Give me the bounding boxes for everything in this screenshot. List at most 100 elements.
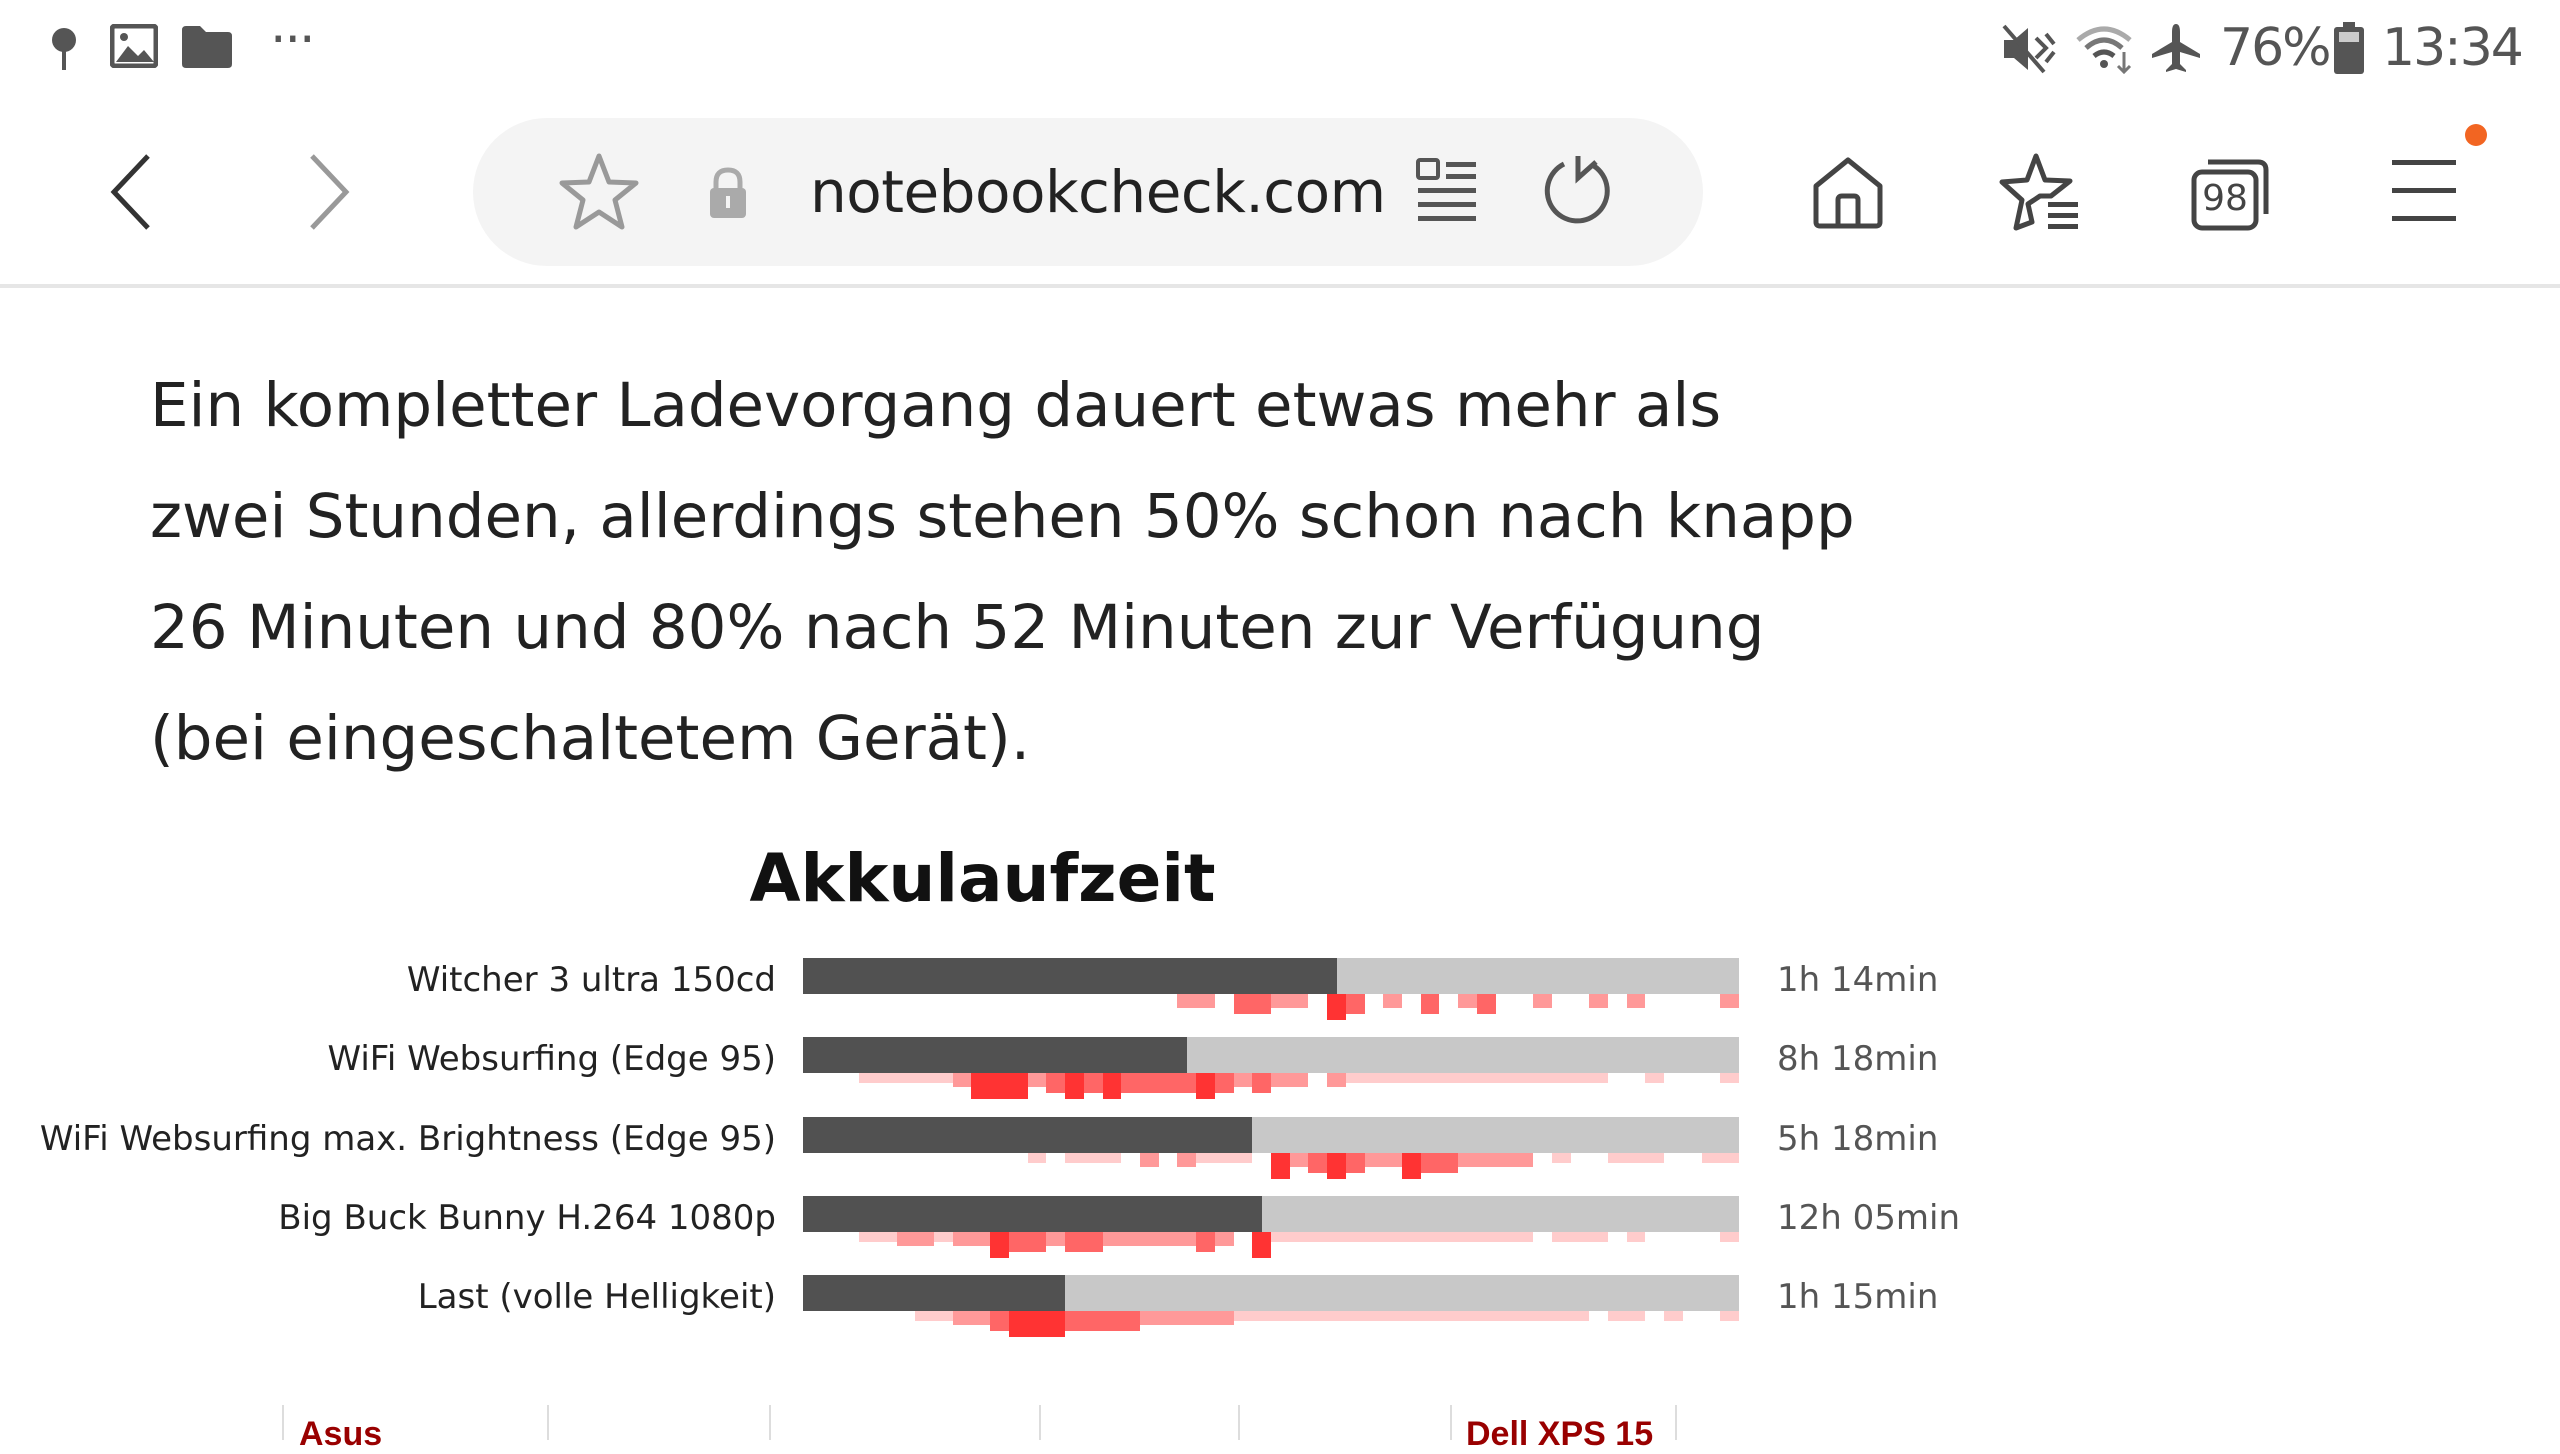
distribution-segment: [915, 1311, 953, 1321]
distribution-segment: [1046, 1073, 1066, 1093]
chart-row: Last (volle Helligkeit) 1h 15min: [0, 1275, 2000, 1347]
menu-button[interactable]: [2392, 158, 2456, 222]
lock-icon[interactable]: [706, 166, 750, 220]
distribution-segment: [1364, 1153, 1403, 1167]
wifi-icon: [2076, 26, 2132, 74]
distribution-segment: [1008, 1232, 1047, 1252]
bookmark-star-icon[interactable]: [558, 152, 640, 232]
distribution-segment: [1420, 1153, 1459, 1173]
distribution-segment: [990, 1311, 1009, 1331]
distribution-segment: [1121, 1073, 1197, 1093]
back-button[interactable]: [108, 152, 154, 232]
distribution-segment: [1233, 1311, 1590, 1321]
distribution-segment: [1701, 1153, 1739, 1163]
distribution-segment: [990, 1232, 1009, 1258]
distribution-segment: [1139, 1153, 1159, 1167]
column-divider: [1450, 1405, 1452, 1440]
distribution-segment: [1664, 1311, 1683, 1321]
distribution-segment: [1551, 1153, 1571, 1163]
bar-track: [803, 1117, 1739, 1153]
chart-row: WiFi Websurfing (Edge 95) 8h 18min: [0, 1037, 2000, 1109]
value-label: 1h 14min: [1777, 960, 1939, 1000]
column-divider: [1675, 1405, 1677, 1440]
distribution-segment: [1196, 1232, 1215, 1252]
chart-row: Witcher 3 ultra 150cd 1h 14min: [0, 958, 2000, 1030]
bar: [803, 1117, 1253, 1153]
bar: [803, 1037, 1187, 1073]
column-divider: [1238, 1405, 1240, 1440]
distribution-segment: [1383, 994, 1403, 1008]
toolbar-divider: [0, 284, 2560, 288]
distribution-segment: [1065, 1311, 1140, 1331]
article-paragraph: Ein kompletter Ladevorgang dauert etwas …: [150, 350, 2050, 794]
tab-count: 98: [2202, 178, 2248, 219]
distribution-segment: [1589, 994, 1608, 1008]
distribution-segment: [1008, 1311, 1066, 1337]
distribution-segment: [952, 1232, 991, 1246]
battery-icon: [2334, 22, 2364, 74]
distribution-segment: [1420, 994, 1440, 1014]
bar: [803, 1196, 1262, 1232]
distribution-segment: [1720, 1073, 1739, 1083]
distribution-segment: [896, 1232, 935, 1246]
distribution-segment: [1065, 1153, 1122, 1163]
reader-mode-icon[interactable]: [1416, 158, 1478, 224]
battery-percent: 76%: [2220, 18, 2332, 78]
distribution-segment: [1533, 994, 1552, 1008]
distribution-segment: [1345, 1153, 1365, 1173]
distribution-segment: [971, 1073, 1028, 1099]
paragraph-line: zwei Stunden, allerdings stehen 50% scho…: [150, 481, 1855, 552]
bookmarks-button[interactable]: [1998, 152, 2082, 232]
value-label: 8h 18min: [1777, 1039, 1939, 1079]
app-notification-icon: [52, 28, 76, 70]
distribution-segment: [934, 1232, 953, 1242]
notification-dot: [2465, 124, 2487, 146]
distribution-segment: [1551, 1232, 1608, 1242]
clock: 13:34: [2382, 18, 2524, 78]
distribution-segment: [1626, 1232, 1646, 1242]
distribution-segment: [1271, 1232, 1534, 1242]
category-label: WiFi Websurfing max. Brightness (Edge 95…: [39, 1119, 776, 1159]
value-label: 12h 05min: [1777, 1198, 1960, 1238]
address-bar[interactable]: [473, 118, 1703, 266]
category-label: WiFi Websurfing (Edge 95): [327, 1039, 776, 1079]
distribution-segment: [952, 1311, 991, 1325]
distribution-segment: [1607, 1311, 1646, 1321]
tabs-button[interactable]: 98: [2190, 156, 2270, 232]
distribution-segment: [1720, 1232, 1739, 1242]
mute-icon: [2002, 24, 2056, 74]
distribution-segment: [1720, 994, 1739, 1008]
forward-button[interactable]: [306, 152, 352, 232]
brand-link-asus[interactable]: Asus: [299, 1415, 383, 1453]
bar-track: [803, 1037, 1739, 1073]
folder-icon: [182, 26, 232, 68]
distribution-segment: [859, 1232, 897, 1242]
distribution-segment: [1252, 1232, 1271, 1258]
distribution-segment: [1327, 1073, 1346, 1087]
distribution-segment: [1102, 1073, 1122, 1099]
paragraph-line: (bei eingeschaltetem Gerät).: [150, 703, 1031, 774]
distribution-segment: [1327, 994, 1346, 1020]
distribution-segment: [1027, 1153, 1047, 1163]
distribution-segment: [1139, 1311, 1234, 1325]
distribution-segment: [1289, 1153, 1309, 1167]
airplane-icon: [2152, 24, 2200, 72]
home-button[interactable]: [1810, 154, 1886, 230]
url-text[interactable]: notebookcheck.com: [810, 158, 1386, 226]
bar-track: [803, 1275, 1739, 1311]
distribution-segment: [1177, 994, 1215, 1008]
bar: [803, 1275, 1066, 1311]
brand-link-dell[interactable]: Dell XPS 15: [1466, 1415, 1654, 1453]
distribution-segment: [1027, 1073, 1047, 1087]
tabs-icon: [2191, 159, 2269, 231]
more-icon: ···: [270, 10, 316, 70]
distribution-segment: [1607, 1153, 1665, 1163]
chart-row: WiFi Websurfing max. Brightness (Edge 95…: [0, 1117, 2000, 1189]
distribution-segment: [1083, 1073, 1103, 1093]
distribution-segment: [1271, 1153, 1290, 1179]
reload-icon[interactable]: [1538, 152, 1614, 230]
distribution-segment: [1271, 1073, 1309, 1087]
distribution-segment: [1214, 1073, 1234, 1093]
distribution-segment: [1626, 994, 1646, 1008]
distribution-segment: [1308, 1153, 1328, 1173]
